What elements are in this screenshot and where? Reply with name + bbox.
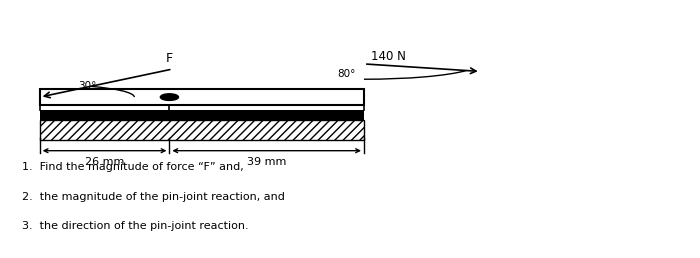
Text: F: F bbox=[165, 52, 173, 65]
Text: 140 N: 140 N bbox=[371, 50, 406, 63]
Text: 30°: 30° bbox=[78, 81, 97, 91]
Text: 3.  the direction of the pin-joint reaction.: 3. the direction of the pin-joint reacti… bbox=[22, 221, 249, 231]
Text: 1.  Find the magnitude of force “F” and,: 1. Find the magnitude of force “F” and, bbox=[22, 162, 244, 172]
Text: 26 mm: 26 mm bbox=[85, 157, 125, 167]
Text: 80°: 80° bbox=[337, 69, 356, 79]
Text: 39 mm: 39 mm bbox=[247, 157, 286, 167]
Circle shape bbox=[160, 94, 178, 100]
Text: 2.  the magnitude of the pin-joint reaction, and: 2. the magnitude of the pin-joint reacti… bbox=[22, 191, 285, 201]
Bar bbox=[40, 90, 364, 105]
Bar bbox=[40, 110, 364, 120]
Bar bbox=[40, 120, 364, 141]
